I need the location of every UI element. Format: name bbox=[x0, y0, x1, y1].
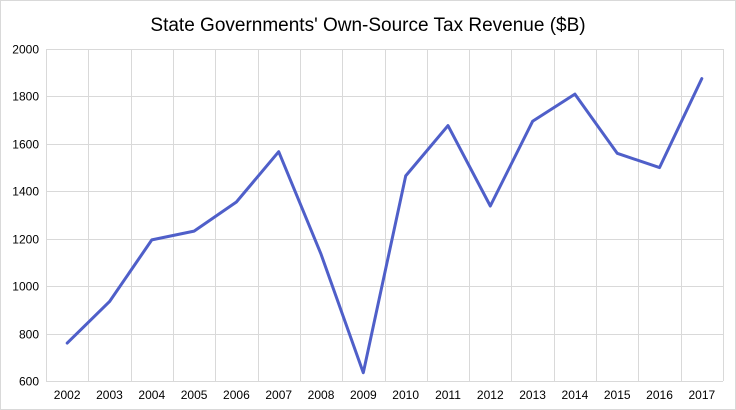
x-tick-label: 2010 bbox=[392, 388, 419, 402]
data-point bbox=[699, 76, 705, 82]
data-point bbox=[318, 251, 324, 257]
data-point bbox=[572, 91, 578, 97]
x-tick-label: 2012 bbox=[477, 388, 504, 402]
data-point bbox=[614, 150, 620, 156]
x-tick-label: 2015 bbox=[604, 388, 631, 402]
data-point bbox=[64, 340, 70, 346]
data-point bbox=[445, 123, 451, 129]
chart-title: State Governments' Own-Source Tax Revenu… bbox=[150, 15, 585, 36]
x-axis-tick-labels: 2002 2003 2004 2005 2006 2007 2008 2009 2010 2011… bbox=[54, 388, 716, 402]
x-tick-label: 2007 bbox=[265, 388, 292, 402]
data-point bbox=[191, 228, 197, 234]
y-tick-label: 2000 bbox=[12, 43, 39, 57]
series-layer bbox=[64, 76, 705, 376]
series-line bbox=[65, 77, 704, 375]
y-tick-label: 800 bbox=[19, 328, 39, 342]
data-point bbox=[106, 299, 112, 305]
x-tick-label: 2011 bbox=[435, 388, 461, 402]
data-point bbox=[657, 165, 663, 171]
x-tick-label: 2017 bbox=[688, 388, 715, 402]
x-tick-label: 2014 bbox=[562, 388, 589, 402]
y-tick-label: 1800 bbox=[12, 90, 39, 104]
x-tick-label: 2009 bbox=[350, 388, 377, 402]
data-point bbox=[487, 203, 493, 209]
y-tick-label: 1200 bbox=[12, 233, 39, 247]
x-tick-label: 2003 bbox=[96, 388, 123, 402]
x-tick-label: 2013 bbox=[519, 388, 546, 402]
data-point bbox=[149, 237, 155, 243]
y-axis-tick-labels: 600 800 1000 1200 1400 1600 1800 2000 bbox=[12, 43, 39, 389]
data-point bbox=[276, 149, 282, 155]
x-tick-label: 2005 bbox=[181, 388, 208, 402]
data-point bbox=[233, 199, 239, 205]
x-tick-label: 2004 bbox=[138, 388, 165, 402]
gridlines bbox=[46, 49, 724, 382]
x-tick-label: 2016 bbox=[646, 388, 673, 402]
x-tick-label: 2008 bbox=[308, 388, 335, 402]
y-tick-label: 1400 bbox=[12, 185, 39, 199]
data-point bbox=[403, 173, 409, 179]
x-tick-label: 2002 bbox=[54, 388, 81, 402]
y-tick-label: 1600 bbox=[12, 138, 39, 152]
y-tick-label: 1000 bbox=[12, 280, 39, 294]
data-point bbox=[530, 118, 536, 124]
y-tick-label: 600 bbox=[19, 375, 39, 389]
data-point bbox=[360, 370, 366, 376]
x-tick-label: 2006 bbox=[223, 388, 250, 402]
